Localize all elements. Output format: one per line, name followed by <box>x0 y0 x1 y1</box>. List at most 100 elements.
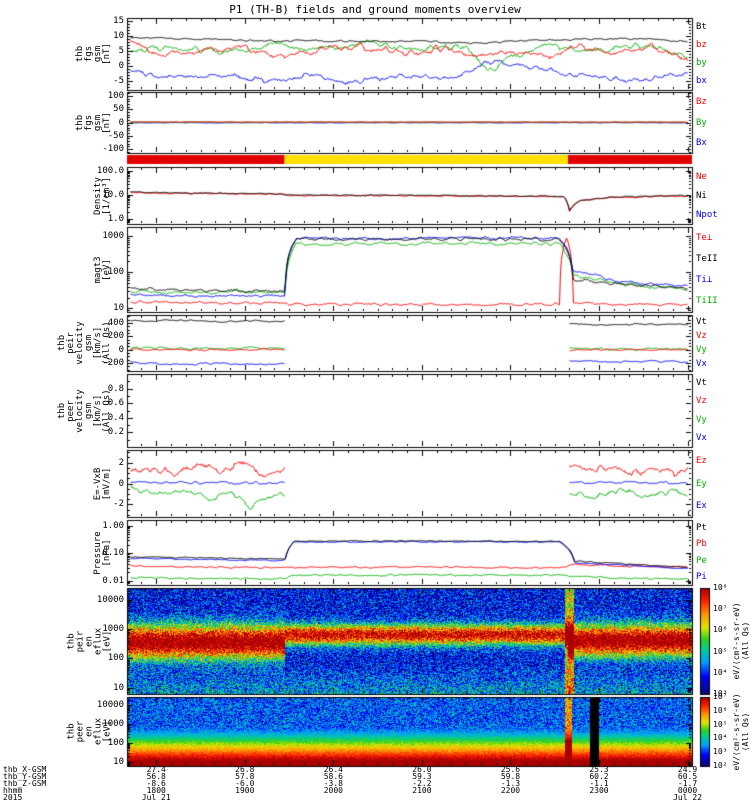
legend-label: Ni <box>696 190 707 201</box>
legend-label: Bz <box>696 97 707 108</box>
legend-label: Vx <box>696 432 707 443</box>
ytick-label: 100.0 <box>96 166 124 177</box>
axis-row-value: 27.4 <box>146 765 166 774</box>
ytick-label: 10 <box>113 303 124 314</box>
ytick-label: 0.6 <box>107 398 124 409</box>
legend-label: Ti⊥ <box>696 275 713 286</box>
legend-label: Pe <box>696 555 707 566</box>
legend-label: Ex <box>696 500 707 511</box>
legend-label: Vt <box>696 378 707 389</box>
ytick-label: 100 <box>107 653 124 664</box>
legend-label: Bt <box>696 22 707 32</box>
legend-label: Te⊥ <box>696 232 713 243</box>
colorbar-tick: 10⁶ <box>713 625 728 635</box>
colorbar-tick: 10⁷ <box>713 604 728 614</box>
axis-row-value: 60.2 <box>589 772 609 781</box>
colorbar-tick: 10⁸ <box>713 583 728 592</box>
legend-label: Bx <box>696 137 707 148</box>
axis-row-value: 2200 <box>500 786 521 795</box>
axis-row-value: 25.6 <box>500 765 521 774</box>
axis-row-value: 2100 <box>412 786 432 795</box>
axis-row-value: 25.3 <box>589 765 609 774</box>
ytick-label: 1.00 <box>102 520 124 531</box>
axis-row-value: 26.4 <box>323 765 343 774</box>
ytick-label: -200 <box>102 358 124 368</box>
ytick-label: 0.01 <box>102 575 124 586</box>
axis-row-value: 2000 <box>323 786 343 795</box>
ytick-label: 10000 <box>96 699 124 710</box>
axis-row-value: -8.6 <box>146 779 166 788</box>
axis-row-value: -6.0 <box>235 779 255 788</box>
ytick-label: -50 <box>107 130 124 141</box>
axis-row-header: thb_Y-GSM <box>3 772 47 781</box>
colorbar-unit-label: eV/(cm²-s-sr-eV) (All Qs) <box>732 692 750 771</box>
legend-label: TiII <box>696 296 718 307</box>
axis-row-value: 60.5 <box>677 772 698 781</box>
legend-label: Vz <box>696 396 707 407</box>
ytick-label: -100 <box>102 144 124 155</box>
ytick-label: 10.0 <box>102 189 124 200</box>
axis-row-value: 56.8 <box>146 772 166 781</box>
ytick-label: 200 <box>107 331 124 342</box>
axis-row-value: 1900 <box>235 786 255 795</box>
ytick-label: 10000 <box>96 594 124 605</box>
ytick-label: 10 <box>113 31 124 41</box>
legend-label: Pi <box>696 571 707 582</box>
legend-label: by <box>696 58 707 68</box>
ytick-label: 0 <box>118 61 124 71</box>
ytick-label: 400 <box>107 318 124 328</box>
colorbar-tick: 10² <box>713 761 728 770</box>
axis-row-value: 2300 <box>589 786 609 795</box>
ytick-label: 1000 <box>102 623 124 634</box>
legend-label: Vy <box>696 414 707 425</box>
legend-label: By <box>696 117 707 128</box>
legend-label: Vy <box>696 345 707 355</box>
ytick-label: 1000 <box>102 231 124 242</box>
legend-label: bx <box>696 76 707 86</box>
legend-label: Vz <box>696 331 707 341</box>
ytick-label: 50 <box>113 104 124 115</box>
axis-row-value: 59.3 <box>412 772 432 781</box>
ytick-label: 0 <box>118 344 124 355</box>
axis-row-value: 26.8 <box>235 765 255 774</box>
axis-row-header: 2015 <box>3 793 23 800</box>
legend-label: Pt <box>696 523 707 534</box>
axis-row-value: -1.7 <box>677 779 698 788</box>
axis-row-value: 0000 <box>677 786 698 795</box>
ytick-label: 1.0 <box>107 213 124 224</box>
axis-row-value: -3.8 <box>323 779 343 788</box>
colorbar-tick: 10³ <box>713 689 728 698</box>
axis-row-header: hhmm <box>3 786 23 795</box>
plot-title: P1 (TH-B) fields and ground moments over… <box>229 3 521 16</box>
legend-label: Npot <box>696 209 718 220</box>
axis-row-value: Jul 22 <box>673 793 703 800</box>
axis-row-value: -2.2 <box>412 779 432 788</box>
legend-label: Vt <box>696 317 707 327</box>
colorbar-tick: 10³ <box>713 747 728 757</box>
ytick-label: 0.10 <box>102 548 124 559</box>
axis-row-value: -1.3 <box>500 779 521 788</box>
axis-row-value: 1800 <box>146 786 166 795</box>
ytick-label: 100 <box>107 737 124 748</box>
ytick-label: 2 <box>118 457 124 468</box>
colorbar-tick: 10⁵ <box>713 719 728 729</box>
ytick-label: 0 <box>118 478 124 489</box>
axis-row-value: 24.9 <box>677 765 698 774</box>
axis-row-value: 59.8 <box>500 772 521 781</box>
legend-label: Ez <box>696 456 707 467</box>
ytick-label: 0.8 <box>107 383 124 394</box>
ytick-label: -5 <box>113 76 124 86</box>
legend-label: Vx <box>696 359 707 369</box>
ytick-label: -2 <box>113 499 124 510</box>
ytick-label: 1000 <box>102 718 124 729</box>
colorbar-tick: 10⁵ <box>713 646 728 656</box>
legend-label: Ey <box>696 478 707 489</box>
legend-label: Ne <box>696 171 707 182</box>
ytick-label: 0.2 <box>107 427 124 438</box>
colorbar-tick: 10⁴ <box>713 733 728 743</box>
ytick-label: 10 <box>113 682 124 693</box>
panel-ylabel: thb peer en eflux [eV] <box>66 717 112 746</box>
ytick-label: 100 <box>107 267 124 278</box>
